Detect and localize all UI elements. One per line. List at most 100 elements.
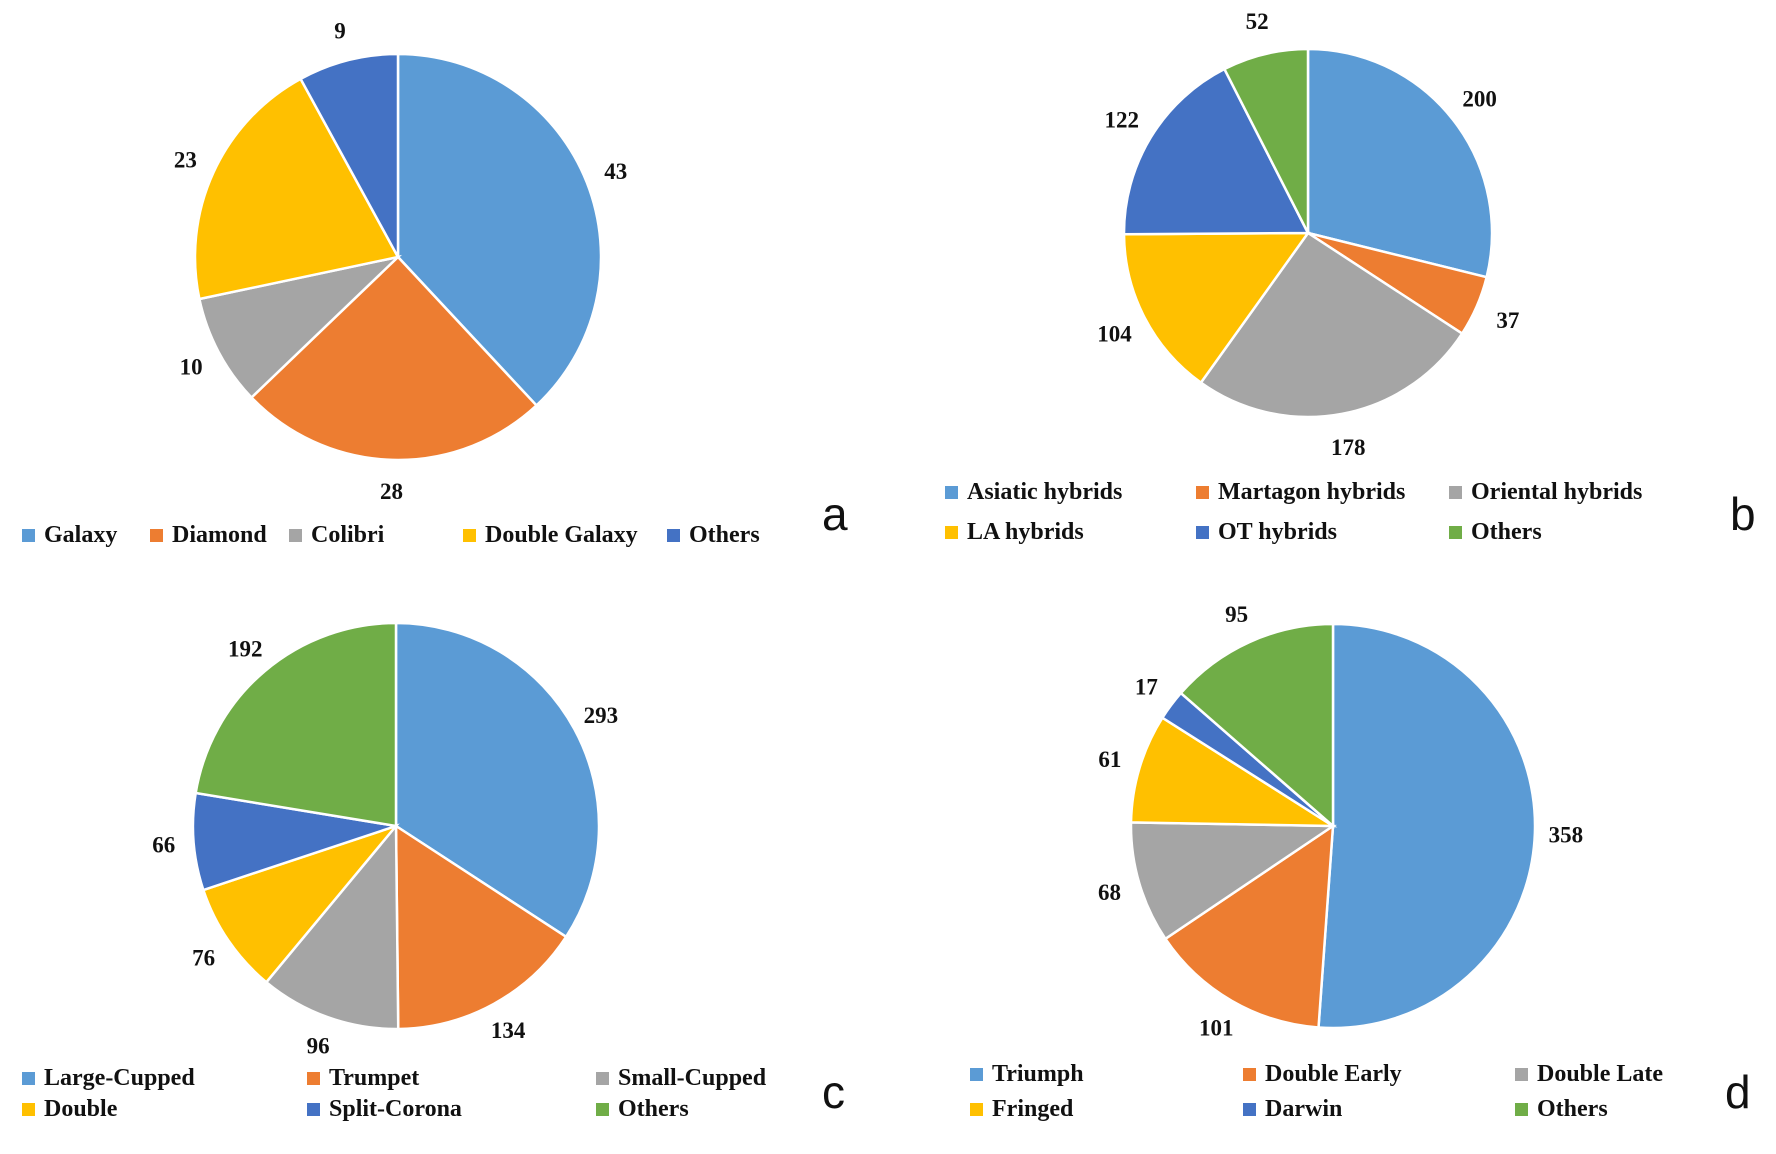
pie-slice-fringed	[1129, 716, 1338, 828]
panel-label-d: d	[1725, 1066, 1751, 1118]
data-label-split-corona: 66	[152, 832, 175, 857]
legend-swatch	[1243, 1068, 1256, 1081]
legend-label: Fringed	[992, 1096, 1074, 1122]
legend-label: Double Galaxy	[485, 522, 638, 548]
legend-item-darwin: Darwin	[1243, 1096, 1342, 1122]
data-label-oriental-hybrids: 178	[1331, 435, 1366, 460]
legend-swatch	[22, 1103, 35, 1116]
legend-label: Double	[44, 1096, 118, 1122]
legend-item-others: Others	[667, 522, 760, 548]
legend-swatch	[22, 529, 35, 542]
legend-swatch	[307, 1072, 320, 1085]
legend-item-colibri: Colibri	[289, 522, 385, 548]
data-label-double-galaxy: 23	[174, 147, 197, 172]
data-label-others: 95	[1225, 602, 1248, 627]
pie-slice-double-early	[1163, 823, 1335, 1029]
legend-label: Others	[689, 522, 760, 548]
legend-item-double-galaxy: Double Galaxy	[463, 522, 638, 548]
legend-swatch	[970, 1068, 983, 1081]
legend-swatch	[970, 1103, 983, 1116]
legend-label: Split-Corona	[329, 1096, 462, 1122]
data-label-galaxy: 43	[604, 159, 627, 184]
legend-swatch	[1449, 486, 1462, 499]
legend-item-double-early: Double Early	[1243, 1061, 1402, 1087]
pie-chart-b: 200 37 178 104 122 52 Asiatic hybrids Martagon…	[945, 9, 1756, 545]
legend-swatch	[307, 1103, 320, 1116]
pie-slice-la-hybrids	[1122, 231, 1311, 385]
legend-item-trumpet: Trumpet	[307, 1065, 419, 1091]
legend-item-others: Others	[596, 1096, 689, 1122]
legend-label: Martagon hybrids	[1218, 479, 1405, 505]
legend-label: Triumph	[992, 1061, 1084, 1087]
data-label-asiatic-hybrids: 200	[1462, 87, 1497, 112]
data-label-diamond: 28	[380, 479, 403, 504]
data-label-small-cupped: 96	[307, 1034, 330, 1059]
data-label-martagon-hybrids: 37	[1496, 308, 1519, 333]
legend-item-triumph: Triumph	[970, 1061, 1084, 1087]
data-label-double-late: 68	[1098, 880, 1121, 905]
legend-label: Others	[618, 1096, 689, 1122]
legend-label: Galaxy	[44, 522, 117, 548]
pie-slice-ot-hybrids	[1122, 67, 1311, 236]
legend-item-la-hybrids: LA hybrids	[945, 519, 1084, 545]
legend-item-double: Double	[22, 1096, 118, 1122]
pie-slice-others	[194, 621, 398, 828]
legend-label: OT hybrids	[1218, 519, 1337, 545]
pie-slice-small-cupped	[264, 822, 400, 1031]
data-label-colibri: 10	[180, 354, 203, 379]
data-label-others: 9	[334, 18, 346, 43]
legend-item-double-late: Double Late	[1515, 1061, 1663, 1087]
pie-slice-double	[201, 823, 400, 984]
legend-swatch	[1243, 1103, 1256, 1116]
pie-slice-triumph	[1317, 622, 1537, 1030]
legend-label: Large-Cupped	[44, 1065, 195, 1091]
legend-swatch	[289, 529, 302, 542]
legend-swatch	[1196, 486, 1209, 499]
legend-item-split-corona: Split-Corona	[307, 1096, 462, 1122]
legend-label: Others	[1471, 519, 1542, 545]
pie-chart-d: 358 101 68 61 17 95 Triumph Double Early Double…	[970, 602, 1751, 1122]
legend-swatch	[1449, 526, 1462, 539]
legend-swatch	[945, 486, 958, 499]
legend-item-diamond: Diamond	[150, 522, 267, 548]
legend-item-asiatic-hybrids: Asiatic hybrids	[945, 479, 1122, 505]
data-label-trumpet: 134	[491, 1018, 526, 1043]
legend-label: Oriental hybrids	[1471, 479, 1642, 505]
legend-label: Darwin	[1265, 1096, 1342, 1122]
pie-slice-diamond	[249, 255, 539, 462]
legend-item-large-cupped: Large-Cupped	[22, 1065, 195, 1091]
legend-swatch	[1515, 1068, 1528, 1081]
pie-slice-galaxy	[396, 52, 603, 408]
legend-label: Diamond	[172, 522, 267, 548]
pie-slice-colibri	[197, 254, 403, 400]
data-label-double-early: 101	[1199, 1016, 1234, 1041]
panel-label-b: b	[1730, 488, 1756, 540]
legend-item-small-cupped: Small-Cupped	[596, 1065, 767, 1091]
legend-swatch	[1196, 526, 1209, 539]
legend-swatch	[22, 1072, 35, 1085]
pie-slice-double-galaxy	[193, 77, 400, 301]
pie-slice-double-late	[1129, 821, 1337, 941]
legend-label: Asiatic hybrids	[967, 479, 1122, 505]
legend-item-fringed: Fringed	[970, 1096, 1074, 1122]
legend-item-galaxy: Galaxy	[22, 522, 117, 548]
pie-slice-others	[1179, 622, 1335, 829]
legend-label: LA hybrids	[967, 519, 1084, 545]
legend-swatch	[596, 1103, 609, 1116]
legend-item-martagon-hybrids: Martagon hybrids	[1196, 479, 1405, 505]
pie-chart-c: 293 134 96 76 66 192 Large-Cupped Trumpet Small…	[22, 621, 845, 1122]
pie-slice-oriental-hybrids	[1199, 231, 1464, 419]
legend-label: Small-Cupped	[618, 1065, 767, 1091]
legend-item-others: Others	[1515, 1096, 1608, 1122]
data-label-darwin: 17	[1135, 675, 1158, 700]
legend-label: Colibri	[311, 522, 385, 548]
pie-slice-others	[1222, 47, 1310, 234]
pie-slice-asiatic-hybrids	[1306, 47, 1494, 279]
legend-item-ot-hybrids: OT hybrids	[1196, 519, 1337, 545]
data-label-triumph: 358	[1549, 822, 1584, 847]
panel-label-c: c	[822, 1066, 845, 1118]
legend-item-oriental-hybrids: Oriental hybrids	[1449, 479, 1642, 505]
legend-swatch	[1515, 1103, 1528, 1116]
legend-swatch	[596, 1072, 609, 1085]
